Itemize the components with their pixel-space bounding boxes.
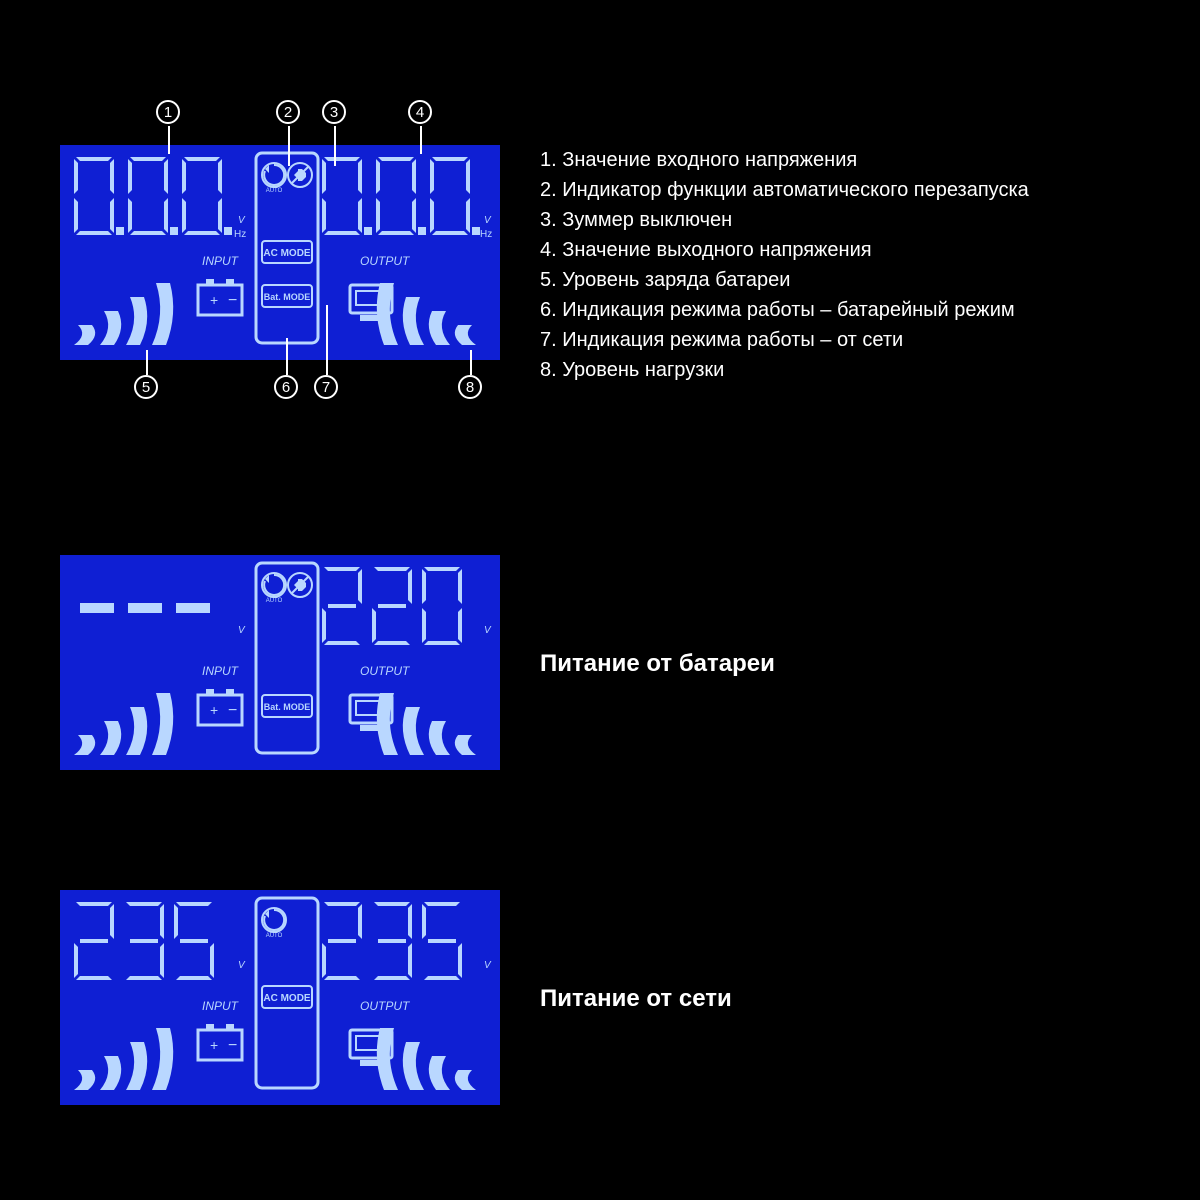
leader (420, 126, 422, 154)
svg-text:V: V (484, 960, 492, 971)
svg-text:Hz: Hz (480, 229, 492, 240)
callout-7: 7 (314, 375, 338, 399)
svg-text:INPUT: INPUT (202, 999, 240, 1013)
svg-text:AC MODE: AC MODE (263, 993, 311, 1004)
svg-text:V: V (484, 215, 492, 226)
legend-item: 8. Уровень нагрузки (540, 355, 1029, 385)
svg-text:−: − (228, 292, 237, 309)
svg-text:INPUT: INPUT (202, 664, 240, 678)
leader (288, 126, 290, 166)
svg-text:OUTPUT: OUTPUT (360, 999, 411, 1013)
svg-text:Bat. MODE: Bat. MODE (264, 292, 311, 302)
leader (146, 350, 148, 375)
leader (168, 126, 170, 154)
svg-text:V: V (238, 625, 246, 636)
svg-text:V: V (238, 960, 246, 971)
svg-text:+: + (210, 702, 218, 718)
svg-text:Bat. MODE: Bat. MODE (264, 702, 311, 712)
leader (334, 126, 336, 166)
legend-item: 1. Значение входного напряжения (540, 145, 1029, 175)
caption-battery: Питание от батареи (540, 650, 775, 678)
svg-text:+: + (210, 1037, 218, 1053)
lcd-panel-battery: V V AUTO Bat. MODE INPUT OUTPUT +− (60, 555, 500, 770)
svg-text:INPUT: INPUT (202, 254, 240, 268)
callout-1: 1 (156, 100, 180, 124)
legend-item: 4. Значение выходного напряжения (540, 235, 1029, 265)
svg-text:V: V (484, 625, 492, 636)
legend-item: 7. Индикация режима работы – от сети (540, 325, 1029, 355)
callout-4: 4 (408, 100, 432, 124)
legend-item: 3. Зуммер выключен (540, 205, 1029, 235)
svg-text:AUTO: AUTO (266, 933, 283, 939)
legend-item: 6. Индикация режима работы – батарейный … (540, 295, 1029, 325)
leader (326, 305, 328, 375)
legend-list: 1. Значение входного напряжения 2. Индик… (540, 145, 1029, 385)
svg-text:Hz: Hz (234, 229, 246, 240)
callout-3: 3 (322, 100, 346, 124)
legend-item: 2. Индикатор функции автоматического пер… (540, 175, 1029, 205)
svg-text:−: − (228, 702, 237, 719)
svg-text:AC MODE: AC MODE (263, 248, 311, 259)
svg-text:OUTPUT: OUTPUT (360, 664, 411, 678)
svg-text:OUTPUT: OUTPUT (360, 254, 411, 268)
svg-text:AUTO: AUTO (266, 598, 283, 604)
lcd-panel-legend: V Hz V Hz AUTO AC MODE Bat. MODE INPUT OUTPUT +− (60, 145, 500, 360)
svg-text:V: V (238, 215, 246, 226)
callout-2: 2 (276, 100, 300, 124)
leader (470, 350, 472, 375)
legend-item: 5. Уровень заряда батареи (540, 265, 1029, 295)
caption-mains: Питание от сети (540, 985, 732, 1013)
callout-5: 5 (134, 375, 158, 399)
svg-text:+: + (210, 292, 218, 308)
svg-text:−: − (228, 1037, 237, 1054)
svg-text:AUTO: AUTO (266, 188, 283, 194)
leader (286, 338, 288, 375)
lcd-panel-mains: V V AUTO AC MODE INPUT OUTPUT +− (60, 890, 500, 1105)
callout-8: 8 (458, 375, 482, 399)
callout-6: 6 (274, 375, 298, 399)
